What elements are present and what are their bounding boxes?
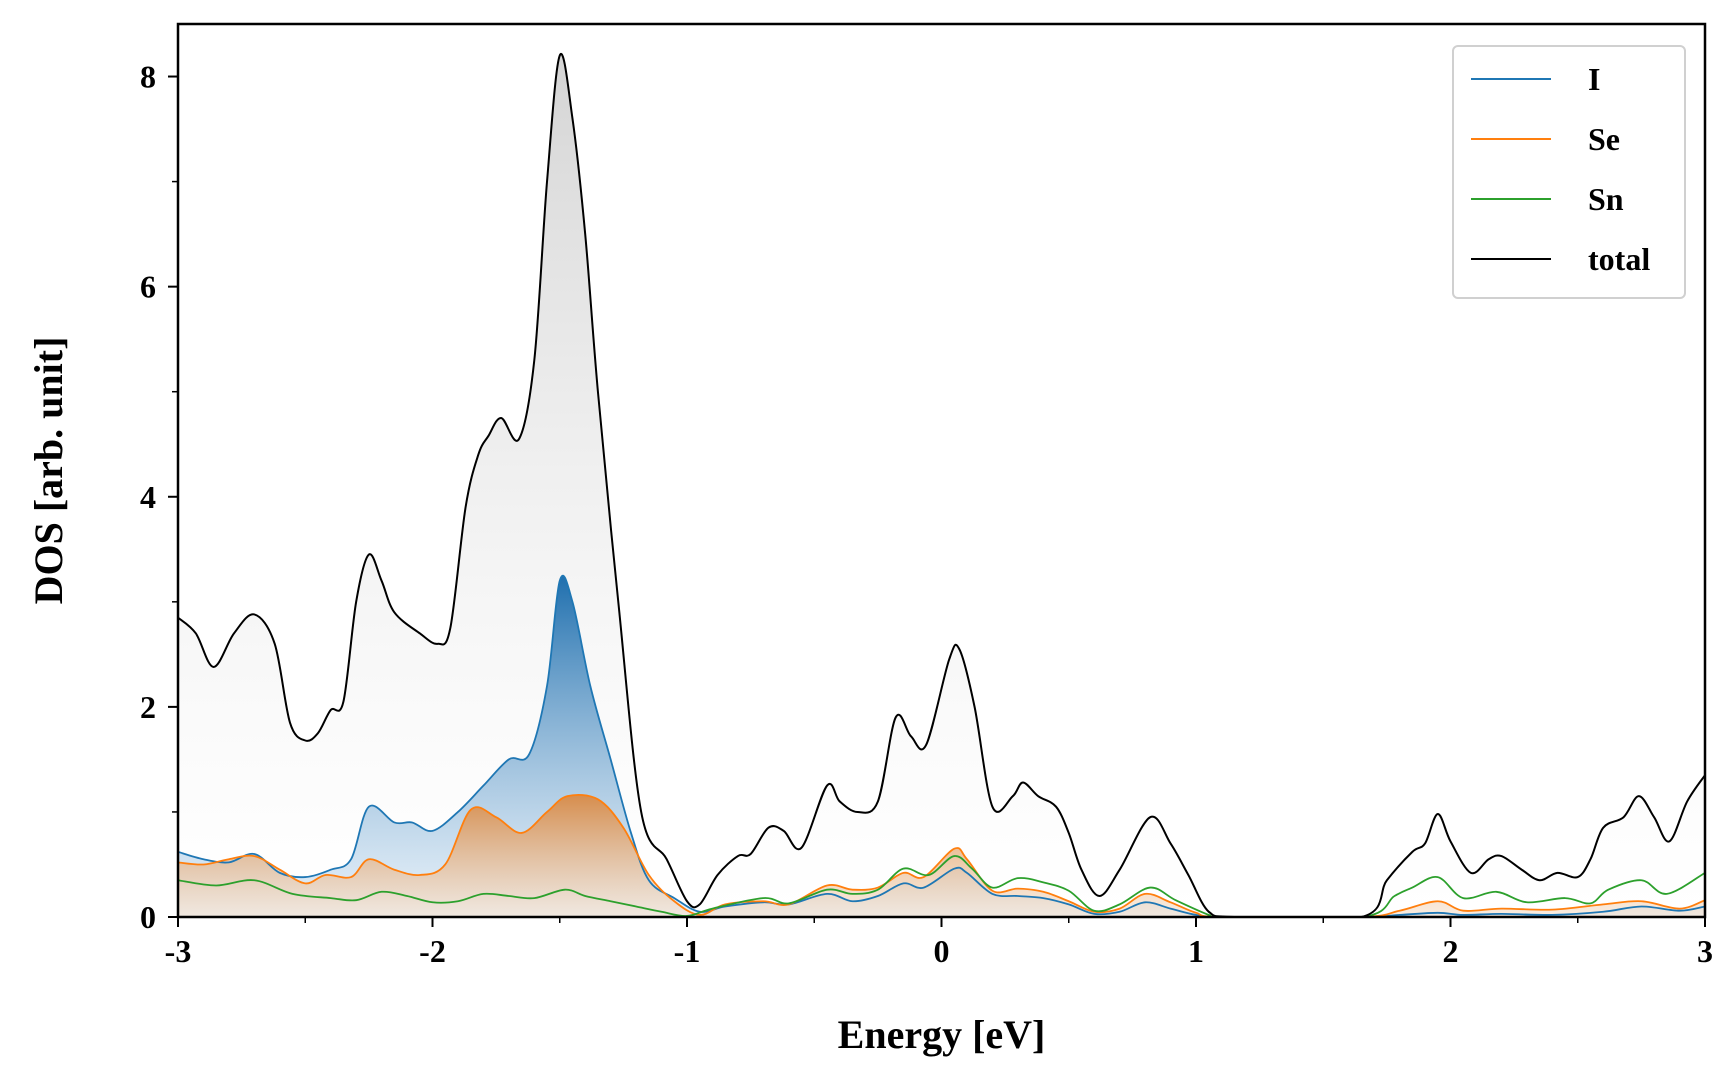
legend-label-i: I (1588, 61, 1600, 97)
x-tick-label: 2 (1443, 933, 1459, 969)
x-tick-label: 1 (1188, 933, 1204, 969)
y-tick-label: 8 (140, 59, 156, 95)
area-se (178, 794, 1705, 917)
x-axis-label: Energy [eV] (838, 1012, 1046, 1057)
fill-layer (178, 53, 1705, 917)
legend: I Se Sn total (1452, 45, 1686, 299)
axes: -3 -2 -1 0 1 2 3 0 2 4 6 8 Energy [eV] DOS [arb. unit… (26, 22, 1713, 1057)
y-tick-label: 6 (140, 269, 156, 305)
legend-box (1452, 45, 1686, 299)
x-tick-label: 0 (934, 933, 950, 969)
series-line-total (178, 52, 1705, 917)
y-tick-label: 4 (140, 479, 156, 515)
legend-label-se: Se (1588, 121, 1620, 157)
y-tick-label: 0 (140, 899, 156, 935)
y-tick-label: 2 (140, 689, 156, 725)
legend-label-total: total (1588, 241, 1650, 277)
x-tick-label: -2 (419, 933, 446, 969)
x-tick-label: 3 (1697, 933, 1713, 969)
series-line-sn (178, 855, 1705, 917)
line-layer (178, 52, 1705, 917)
legend-label-sn: Sn (1588, 181, 1624, 217)
x-tick-label: -3 (165, 933, 192, 969)
y-axis-label: DOS [arb. unit] (26, 337, 71, 605)
series-line-se (178, 793, 1705, 917)
x-tick-label: -1 (674, 933, 701, 969)
